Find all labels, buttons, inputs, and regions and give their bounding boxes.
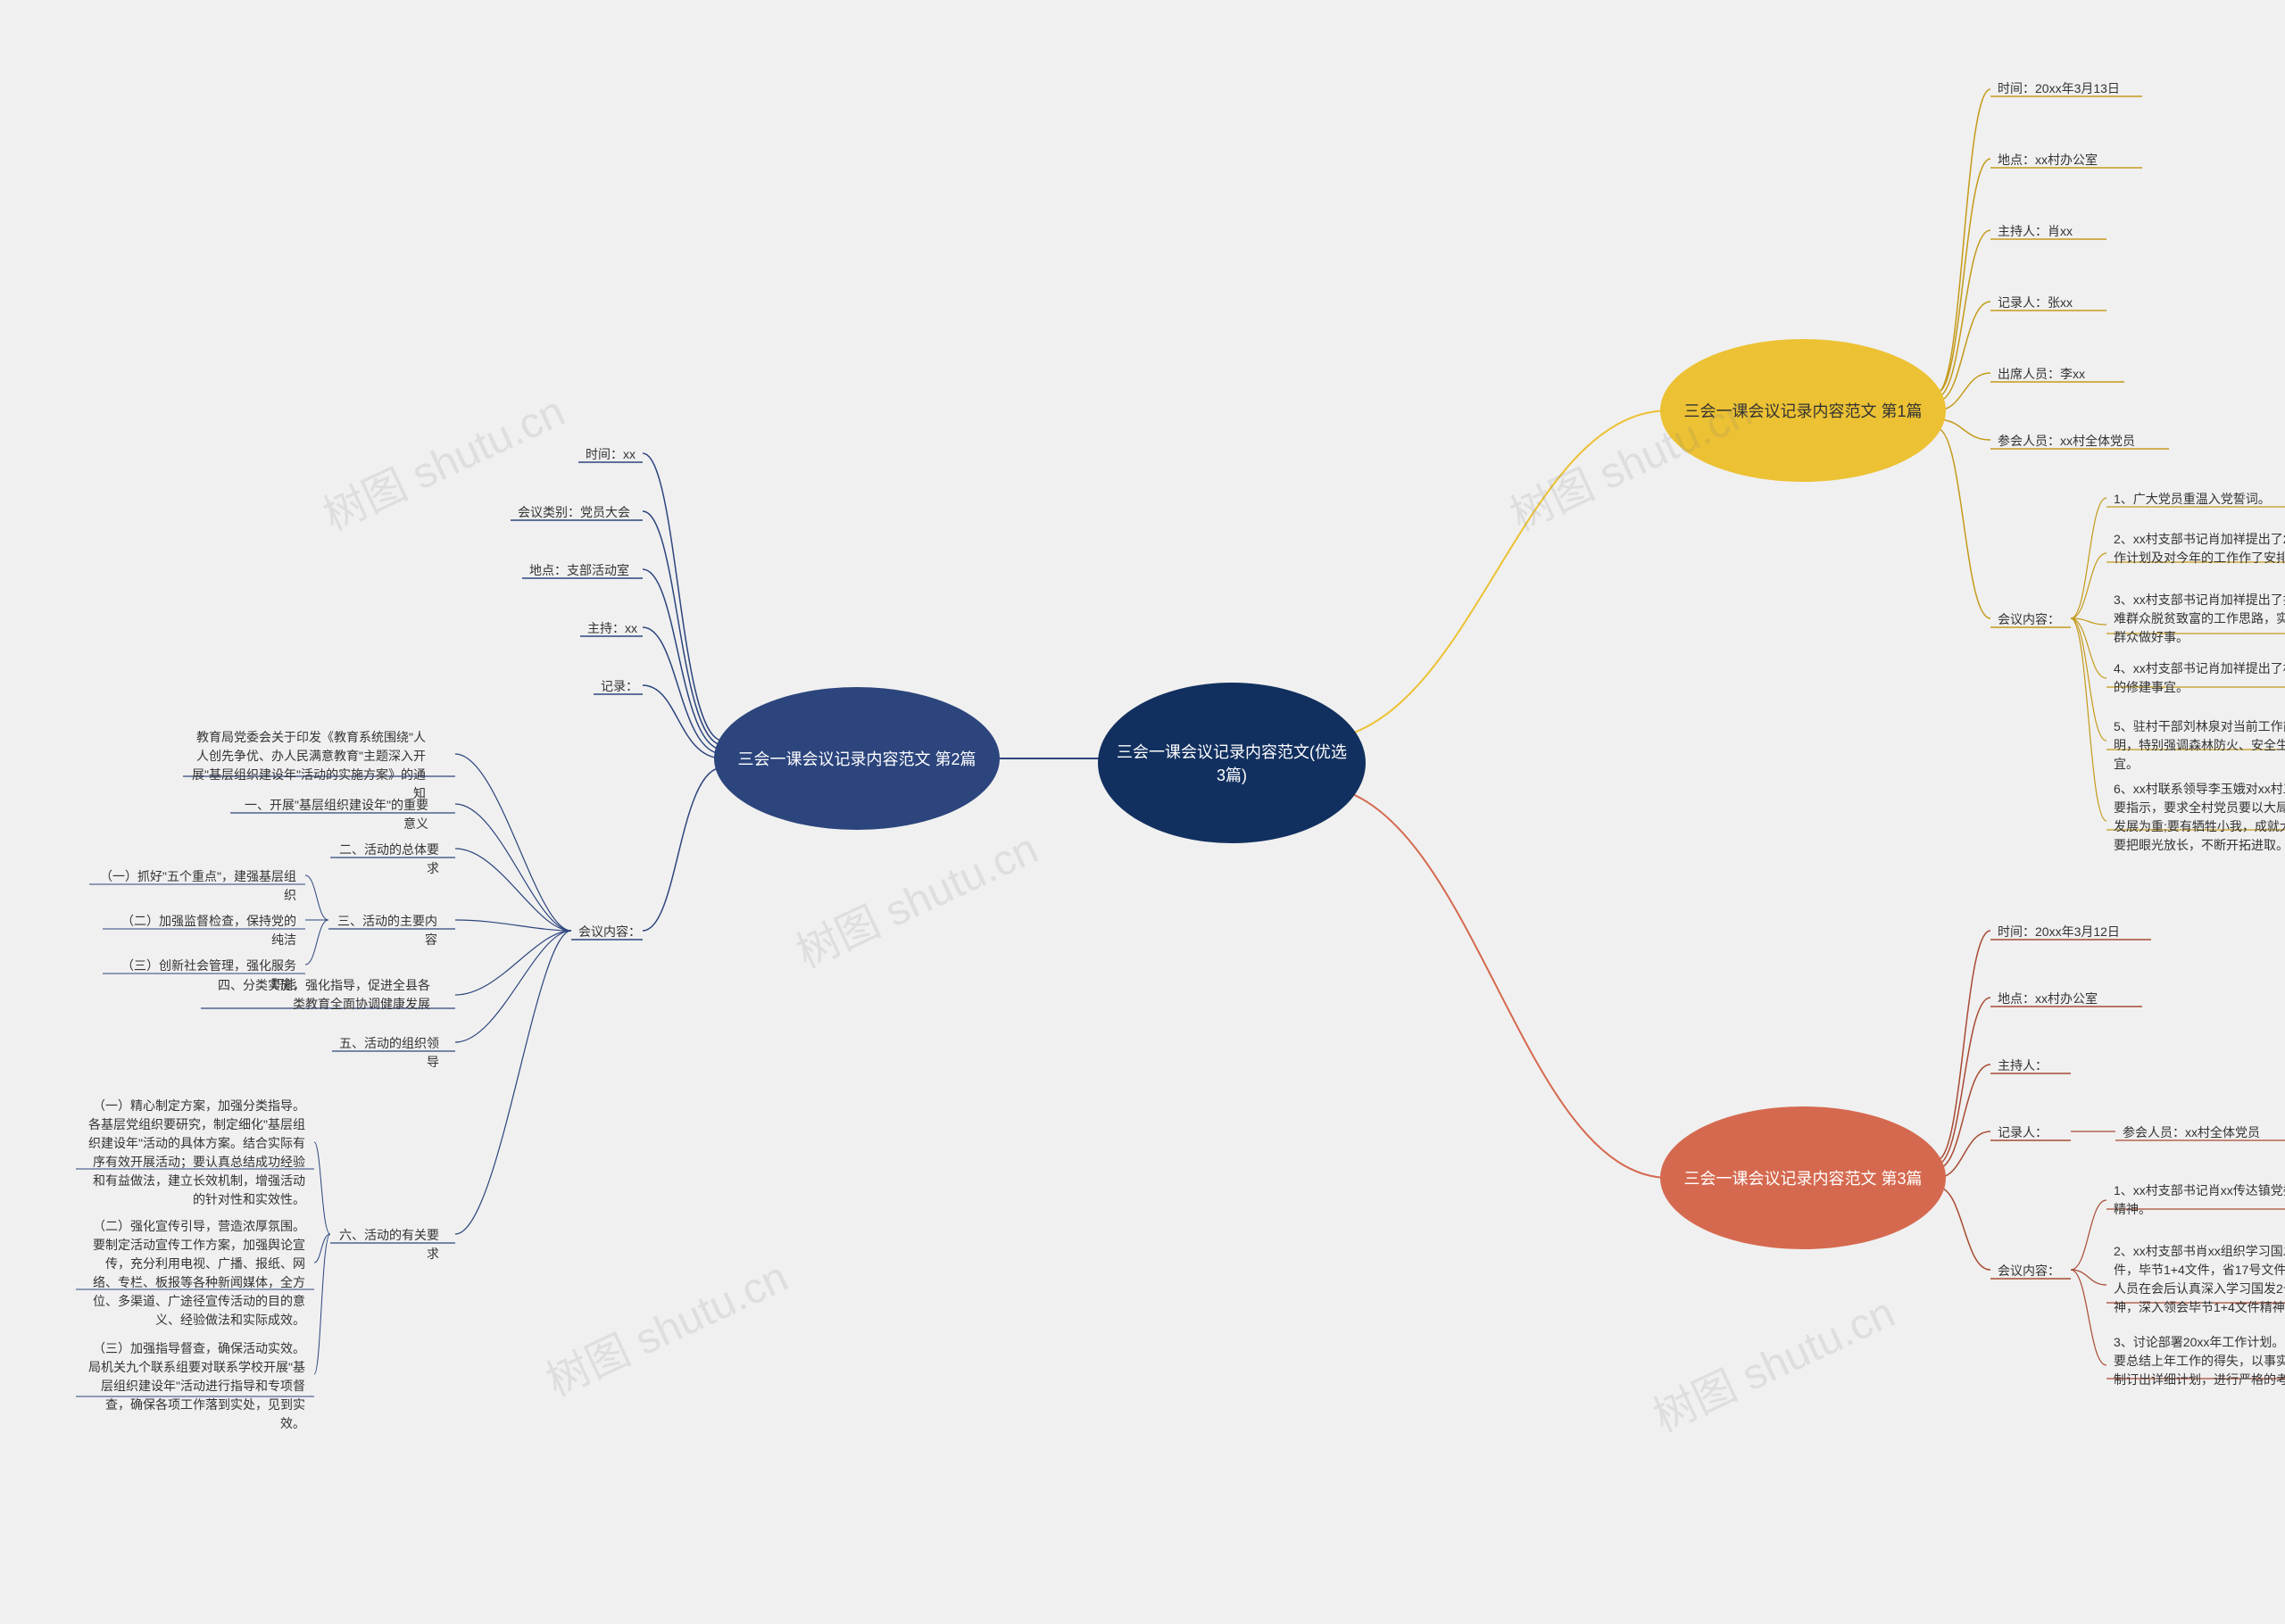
leaf-node[interactable]: 时间：20xx年3月12日 — [1990, 919, 2127, 944]
article2-node[interactable]: 三会一课会议记录内容范文 第2篇 — [714, 687, 1000, 830]
watermark: 树图 shutu.cn — [535, 1242, 796, 1408]
leaf-node[interactable]: 出席人员：李xx — [1990, 361, 2092, 386]
leaf-node[interactable]: 六、活动的有关要求 — [330, 1222, 446, 1267]
leaf-node[interactable]: 参会人员：xx村全体党员 — [1990, 428, 2142, 453]
leaf-node[interactable]: 会议内容： — [1990, 1258, 2067, 1283]
leaf-node[interactable]: 参会人员：xx村全体党员 — [2115, 1120, 2267, 1145]
leaf-node[interactable]: （一）抓好"五个重点"，建强基层组织 — [89, 864, 303, 908]
center-node[interactable]: 三会一课会议记录内容范文(优选3篇) — [1098, 683, 1366, 843]
leaf-node[interactable]: 一、开展"基层组织建设年"的重要意义 — [230, 792, 436, 837]
mindmap-canvas: 三会一课会议记录内容范文(优选3篇) 三会一课会议记录内容范文 第1篇 三会一课… — [0, 0, 2285, 1624]
article3-label: 三会一课会议记录内容范文 第3篇 — [1683, 1166, 1922, 1189]
leaf-node[interactable]: （三）加强指导督查，确保活动实效。局机关九个联系组要对联系学校开展"基层组织建设… — [76, 1336, 312, 1437]
leaf-node[interactable]: （三）创新社会管理，强化服务职能 — [103, 953, 303, 998]
leaf-node[interactable]: 4、xx村支部书记肖加祥提出了村务公开栏的修建事宜。 — [2106, 656, 2285, 700]
leaf-node[interactable]: 6、xx村联系领导李玉娥对xx村工作作了重要指示，要求全村党员要以大局为重，以发… — [2106, 776, 2285, 858]
leaf-node[interactable]: 地点：支部活动室 — [522, 558, 636, 583]
article2-label: 三会一课会议记录内容范文 第2篇 — [737, 747, 976, 770]
leaf-node[interactable]: （二）强化宣传引导，营造浓厚氛围。要制定活动宣传工作方案，加强舆论宣传，充分利用… — [76, 1214, 312, 1333]
leaf-node[interactable]: 会议类别：党员大会 — [511, 500, 637, 525]
article3-node[interactable]: 三会一课会议记录内容范文 第3篇 — [1660, 1106, 1946, 1249]
watermark: 树图 shutu.cn — [785, 814, 1046, 980]
leaf-node[interactable]: 三、活动的主要内容 — [328, 908, 445, 953]
article1-node[interactable]: 三会一课会议记录内容范文 第1篇 — [1660, 339, 1946, 482]
leaf-node[interactable]: 1、xx村支部书记肖xx传达镇党委工作会议精神。 — [2106, 1178, 2285, 1222]
leaf-node[interactable]: 主持：xx — [580, 616, 644, 641]
leaf-node[interactable]: 主持人： — [1990, 1053, 2055, 1078]
leaf-node[interactable]: 五、活动的组织领导 — [332, 1031, 446, 1075]
leaf-node[interactable]: 会议内容： — [571, 919, 648, 944]
leaf-node[interactable]: 2、xx村支部书肖xx组织学习国发2号文件，毕节1+4文件，省17号文件并要求参… — [2106, 1239, 2285, 1321]
leaf-node[interactable]: 记录人：张xx — [1990, 290, 2080, 315]
leaf-node[interactable]: 2、xx村支部书记肖加祥提出了20xx年的工作计划及对今年的工作作了安排说明。 — [2106, 526, 2285, 571]
leaf-node[interactable]: 地点：xx村办公室 — [1990, 986, 2105, 1011]
leaf-node[interactable]: 记录人： — [1990, 1120, 2055, 1145]
center-label: 三会一课会议记录内容范文(优选3篇) — [1116, 740, 1348, 786]
watermark: 树图 shutu.cn — [1641, 1278, 1903, 1444]
article1-label: 三会一课会议记录内容范文 第1篇 — [1683, 399, 1922, 422]
leaf-node[interactable]: 3、讨论部署20xx年工作计划。肖某提出，要总结上年工作的得失，以事实为基础，制… — [2106, 1330, 2285, 1393]
leaf-node[interactable]: 记录： — [594, 674, 645, 699]
leaf-node[interactable]: 5、驻村干部刘林泉对当前工作简要补充说明，特别强调森林防火、安全生产的事宜。 — [2106, 714, 2285, 777]
leaf-node[interactable]: （二）加强监督检查，保持党的纯洁 — [103, 908, 303, 953]
leaf-node[interactable]: 1、广大党员重温入党誓词。 — [2106, 486, 2285, 512]
leaf-node[interactable]: 会议内容： — [1990, 607, 2067, 632]
leaf-node[interactable]: 时间：xx — [578, 442, 643, 467]
leaf-node[interactable]: 时间：20xx年3月13日 — [1990, 76, 2127, 101]
leaf-node[interactable]: （一）精心制定方案，加强分类指导。各基层党组织要研究，制定细化"基层组织建设年"… — [76, 1093, 312, 1213]
leaf-node[interactable]: 主持人：肖xx — [1990, 219, 2080, 244]
leaf-node[interactable]: 地点：xx村办公室 — [1990, 147, 2105, 172]
leaf-node[interactable]: 3、xx村支部书记肖加祥提出了扶助农村困难群众脱贫致富的工作思路，实实大大为群众… — [2106, 587, 2285, 650]
leaf-node[interactable]: 二、活动的总体要求 — [330, 837, 446, 882]
